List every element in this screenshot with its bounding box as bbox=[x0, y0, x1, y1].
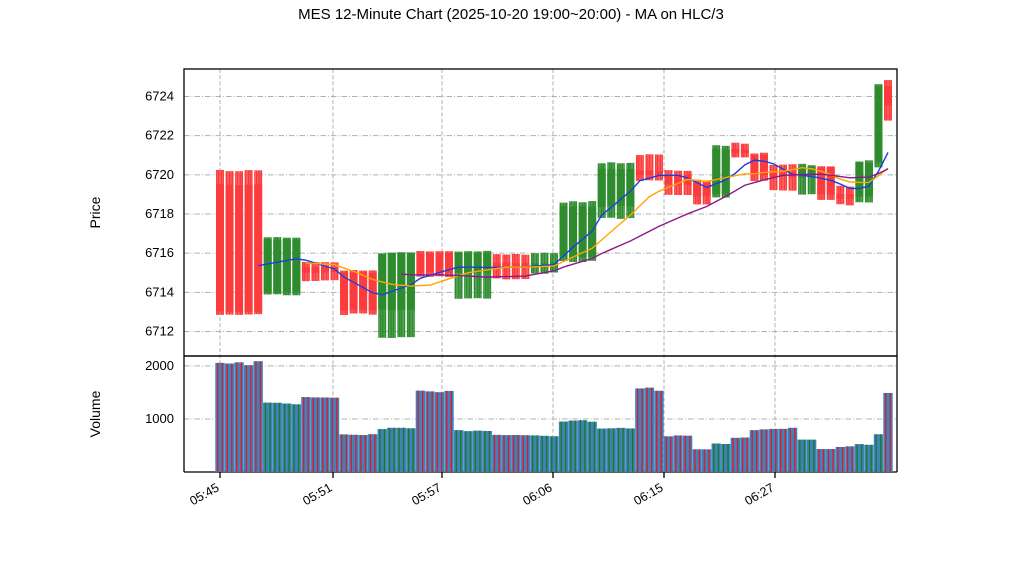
svg-text:1000: 1000 bbox=[145, 411, 174, 426]
svg-text:2000: 2000 bbox=[145, 358, 174, 373]
svg-text:6714: 6714 bbox=[145, 284, 174, 299]
svg-text:6720: 6720 bbox=[145, 167, 174, 182]
svg-text:6712: 6712 bbox=[145, 323, 174, 338]
svg-text:6716: 6716 bbox=[145, 245, 174, 260]
svg-text:Price: Price bbox=[87, 196, 103, 228]
svg-text:6724: 6724 bbox=[145, 89, 174, 104]
svg-text:Volume: Volume bbox=[87, 390, 103, 437]
svg-text:6722: 6722 bbox=[145, 128, 174, 143]
svg-text:6718: 6718 bbox=[145, 206, 174, 221]
